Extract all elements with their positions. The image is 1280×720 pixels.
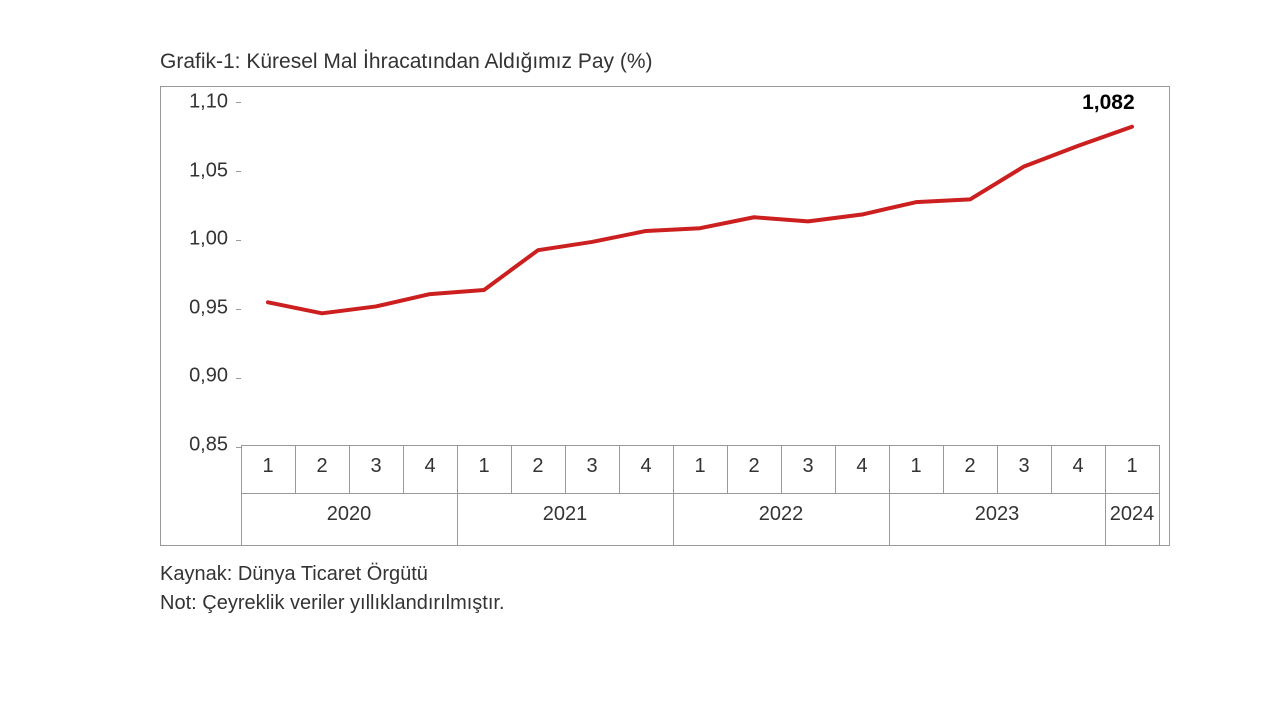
x-year-label: 2021 bbox=[543, 503, 588, 526]
y-tick bbox=[236, 309, 241, 310]
x-year-label: 2020 bbox=[327, 503, 372, 526]
x-quarter-sep bbox=[511, 445, 512, 493]
line-series bbox=[241, 102, 1159, 445]
x-quarter-label: 3 bbox=[370, 455, 381, 478]
x-quarter-label: 3 bbox=[802, 455, 813, 478]
x-year-sep bbox=[889, 445, 890, 545]
x-quarter-label: 3 bbox=[586, 455, 597, 478]
note-line: Not: Çeyreklik veriler yıllıklandırılmış… bbox=[160, 589, 1170, 618]
x-axis-top-line bbox=[241, 445, 1159, 446]
x-quarter-label: 2 bbox=[316, 455, 327, 478]
x-year-sep bbox=[457, 445, 458, 545]
note-prefix: Not: bbox=[160, 592, 202, 614]
y-tick-label: 0,95 bbox=[189, 296, 228, 319]
y-tick-label: 1,10 bbox=[189, 91, 228, 114]
x-year-label: 2023 bbox=[975, 503, 1020, 526]
y-tick-label: 0,85 bbox=[189, 434, 228, 457]
y-tick bbox=[236, 240, 241, 241]
x-quarter-label: 1 bbox=[478, 455, 489, 478]
x-year-sep bbox=[241, 445, 242, 545]
x-year-sep bbox=[1159, 445, 1160, 545]
x-quarter-sep bbox=[835, 445, 836, 493]
x-quarter-label: 4 bbox=[1072, 455, 1083, 478]
x-quarter-label: 1 bbox=[262, 455, 273, 478]
x-quarter-sep bbox=[727, 445, 728, 493]
x-quarter-sep bbox=[295, 445, 296, 493]
x-quarter-sep bbox=[403, 445, 404, 493]
x-quarter-sep bbox=[349, 445, 350, 493]
note-text: Çeyreklik veriler yıllıklandırılmıştır. bbox=[202, 592, 504, 614]
x-quarter-sep bbox=[943, 445, 944, 493]
x-quarter-label: 1 bbox=[1126, 455, 1137, 478]
x-quarter-label: 2 bbox=[748, 455, 759, 478]
x-year-label: 2022 bbox=[759, 503, 804, 526]
x-year-sep bbox=[1105, 445, 1106, 545]
chart-box: 0,850,900,951,001,051,10 1,082 123420201… bbox=[160, 86, 1170, 546]
plot-area: 1,082 bbox=[241, 102, 1159, 445]
y-tick-label: 0,90 bbox=[189, 365, 228, 388]
y-tick bbox=[236, 378, 241, 379]
x-quarter-sep bbox=[997, 445, 998, 493]
x-quarter-sep bbox=[565, 445, 566, 493]
y-axis-labels: 0,850,900,951,001,051,10 bbox=[161, 102, 236, 445]
x-year-sep bbox=[673, 445, 674, 545]
x-quarter-sep bbox=[619, 445, 620, 493]
x-quarter-sep bbox=[781, 445, 782, 493]
x-quarter-label: 2 bbox=[964, 455, 975, 478]
source-text: Dünya Ticaret Örgütü bbox=[238, 563, 428, 585]
x-axis-mid-line bbox=[241, 493, 1159, 494]
chart-footer: Kaynak: Dünya Ticaret Örgütü Not: Çeyrek… bbox=[160, 560, 1170, 618]
y-tick bbox=[236, 171, 241, 172]
y-tick-label: 1,00 bbox=[189, 228, 228, 251]
x-quarter-label: 4 bbox=[640, 455, 651, 478]
y-tick-label: 1,05 bbox=[189, 159, 228, 182]
x-quarter-label: 4 bbox=[424, 455, 435, 478]
x-quarter-label: 1 bbox=[910, 455, 921, 478]
source-line: Kaynak: Dünya Ticaret Örgütü bbox=[160, 560, 1170, 589]
y-tick bbox=[236, 102, 241, 103]
x-axis: 1 2 3 4 2020 1 2 3 4 2021 1 2 3 4 2022 1 2 3 4 2023 1 2024 bbox=[241, 445, 1159, 545]
y-tick bbox=[236, 447, 241, 448]
source-prefix: Kaynak: bbox=[160, 563, 238, 585]
x-quarter-label: 1 bbox=[694, 455, 705, 478]
x-quarter-label: 2 bbox=[532, 455, 543, 478]
x-quarter-sep bbox=[1051, 445, 1052, 493]
chart-title: Grafik-1: Küresel Mal İhracatından Aldığ… bbox=[160, 50, 1170, 74]
x-year-label: 2024 bbox=[1110, 503, 1155, 526]
x-quarter-label: 4 bbox=[856, 455, 867, 478]
x-quarter-label: 3 bbox=[1018, 455, 1029, 478]
series-end-label: 1,082 bbox=[1082, 91, 1135, 115]
